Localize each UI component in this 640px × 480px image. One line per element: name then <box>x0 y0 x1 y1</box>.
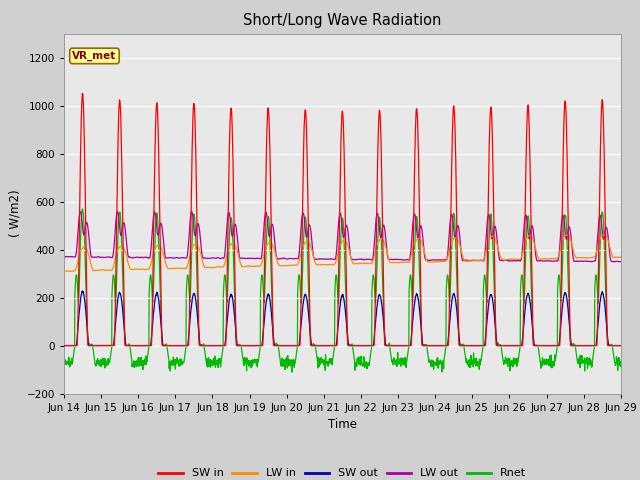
Text: VR_met: VR_met <box>72 51 116 61</box>
Y-axis label: ( W/m2): ( W/m2) <box>8 190 21 238</box>
X-axis label: Time: Time <box>328 418 357 431</box>
Legend: SW in, LW in, SW out, LW out, Rnet: SW in, LW in, SW out, LW out, Rnet <box>154 464 531 480</box>
Title: Short/Long Wave Radiation: Short/Long Wave Radiation <box>243 13 442 28</box>
